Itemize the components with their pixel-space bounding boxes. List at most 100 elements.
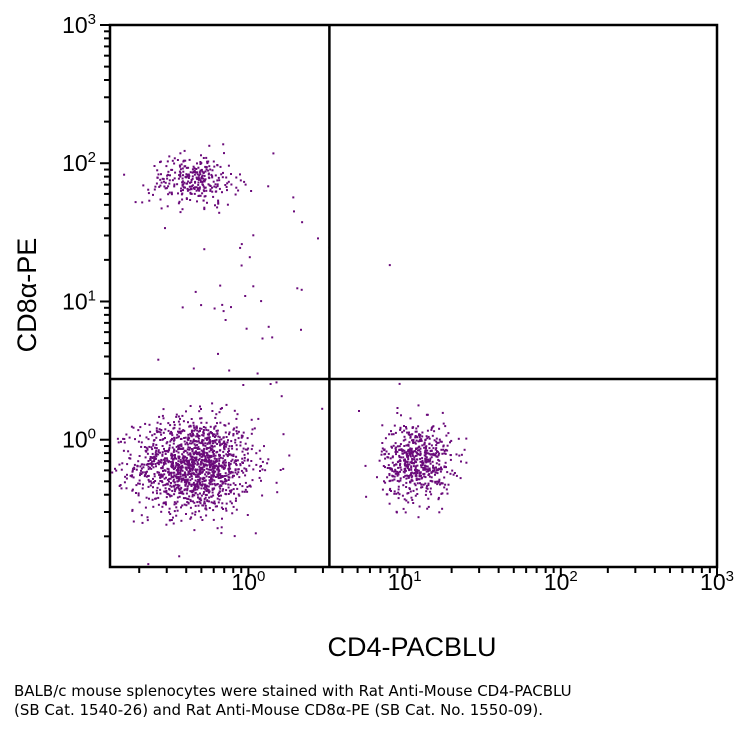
data-point [161, 177, 164, 180]
data-point [417, 425, 420, 428]
data-point [410, 476, 413, 479]
data-point [435, 444, 438, 447]
data-point [158, 460, 161, 463]
data-point [144, 422, 147, 425]
data-point [205, 514, 208, 517]
data-point [358, 410, 360, 412]
data-point [192, 170, 195, 173]
data-point [183, 481, 186, 484]
data-point [426, 413, 429, 416]
data-point [172, 471, 175, 474]
data-point [169, 440, 172, 443]
data-point [244, 183, 247, 186]
data-point [183, 181, 186, 184]
data-point [402, 439, 405, 442]
data-point [123, 438, 126, 440]
data-point [142, 184, 145, 187]
data-point [428, 437, 431, 440]
data-point [198, 410, 201, 413]
data-point [179, 488, 182, 491]
data-point [443, 452, 446, 455]
data-point [201, 519, 204, 521]
data-point [200, 180, 202, 183]
data-point [147, 188, 150, 191]
data-point [161, 445, 164, 447]
data-point [173, 185, 176, 188]
data-point [439, 483, 441, 486]
data-point [168, 448, 171, 451]
data-point [177, 475, 180, 478]
data-point [182, 420, 185, 423]
data-point [211, 169, 214, 172]
data-point [183, 474, 185, 477]
data-point [234, 193, 237, 196]
data-point [219, 165, 222, 168]
data-point [130, 425, 133, 428]
data-point [209, 440, 212, 443]
data-point [211, 445, 214, 448]
data-point [183, 461, 186, 463]
data-point [164, 487, 167, 490]
data-point [227, 447, 230, 450]
data-point [182, 189, 184, 192]
data-point [388, 502, 391, 505]
data-point [152, 444, 155, 447]
data-point [198, 174, 201, 177]
data-point [186, 443, 189, 446]
data-point [170, 454, 173, 457]
data-point [164, 502, 167, 505]
data-point [386, 493, 389, 496]
data-point [204, 485, 207, 488]
data-point [211, 176, 214, 179]
data-point [164, 450, 167, 453]
data-point [171, 159, 174, 162]
data-point [176, 436, 179, 439]
data-point [123, 481, 126, 484]
data-point [391, 475, 394, 478]
data-point [191, 460, 194, 463]
data-point [186, 187, 189, 190]
data-point [193, 192, 196, 195]
data-point [246, 437, 249, 440]
data-point [206, 201, 208, 204]
data-point [410, 449, 413, 452]
data-point [217, 492, 220, 495]
data-point [191, 469, 194, 472]
data-point [208, 472, 211, 475]
data-point [415, 474, 418, 477]
data-point [171, 434, 174, 437]
data-point [445, 488, 448, 491]
data-point [198, 457, 201, 460]
data-point [235, 186, 238, 189]
data-point [199, 483, 202, 486]
data-point [176, 483, 179, 486]
data-point [216, 183, 219, 186]
data-point [160, 429, 163, 431]
data-point [163, 180, 165, 183]
data-point [186, 480, 189, 483]
data-point [160, 480, 163, 483]
data-point [157, 496, 160, 499]
data-point [388, 264, 391, 267]
data-point [180, 460, 183, 463]
data-point [423, 451, 426, 454]
data-point [210, 495, 213, 498]
data-point [224, 431, 227, 434]
data-point [192, 461, 195, 464]
data-point [425, 456, 428, 459]
data-point [171, 168, 174, 171]
data-point [172, 468, 175, 471]
data-point [157, 450, 160, 453]
data-point [122, 449, 125, 452]
data-point [180, 506, 182, 509]
data-point [211, 491, 214, 494]
data-point [419, 450, 422, 453]
data-point [157, 482, 160, 485]
data-point [206, 160, 209, 163]
data-point [421, 486, 424, 489]
data-point [399, 470, 401, 473]
data-point [198, 451, 201, 454]
data-point [204, 437, 207, 440]
data-point [240, 436, 243, 439]
data-point [252, 285, 255, 288]
